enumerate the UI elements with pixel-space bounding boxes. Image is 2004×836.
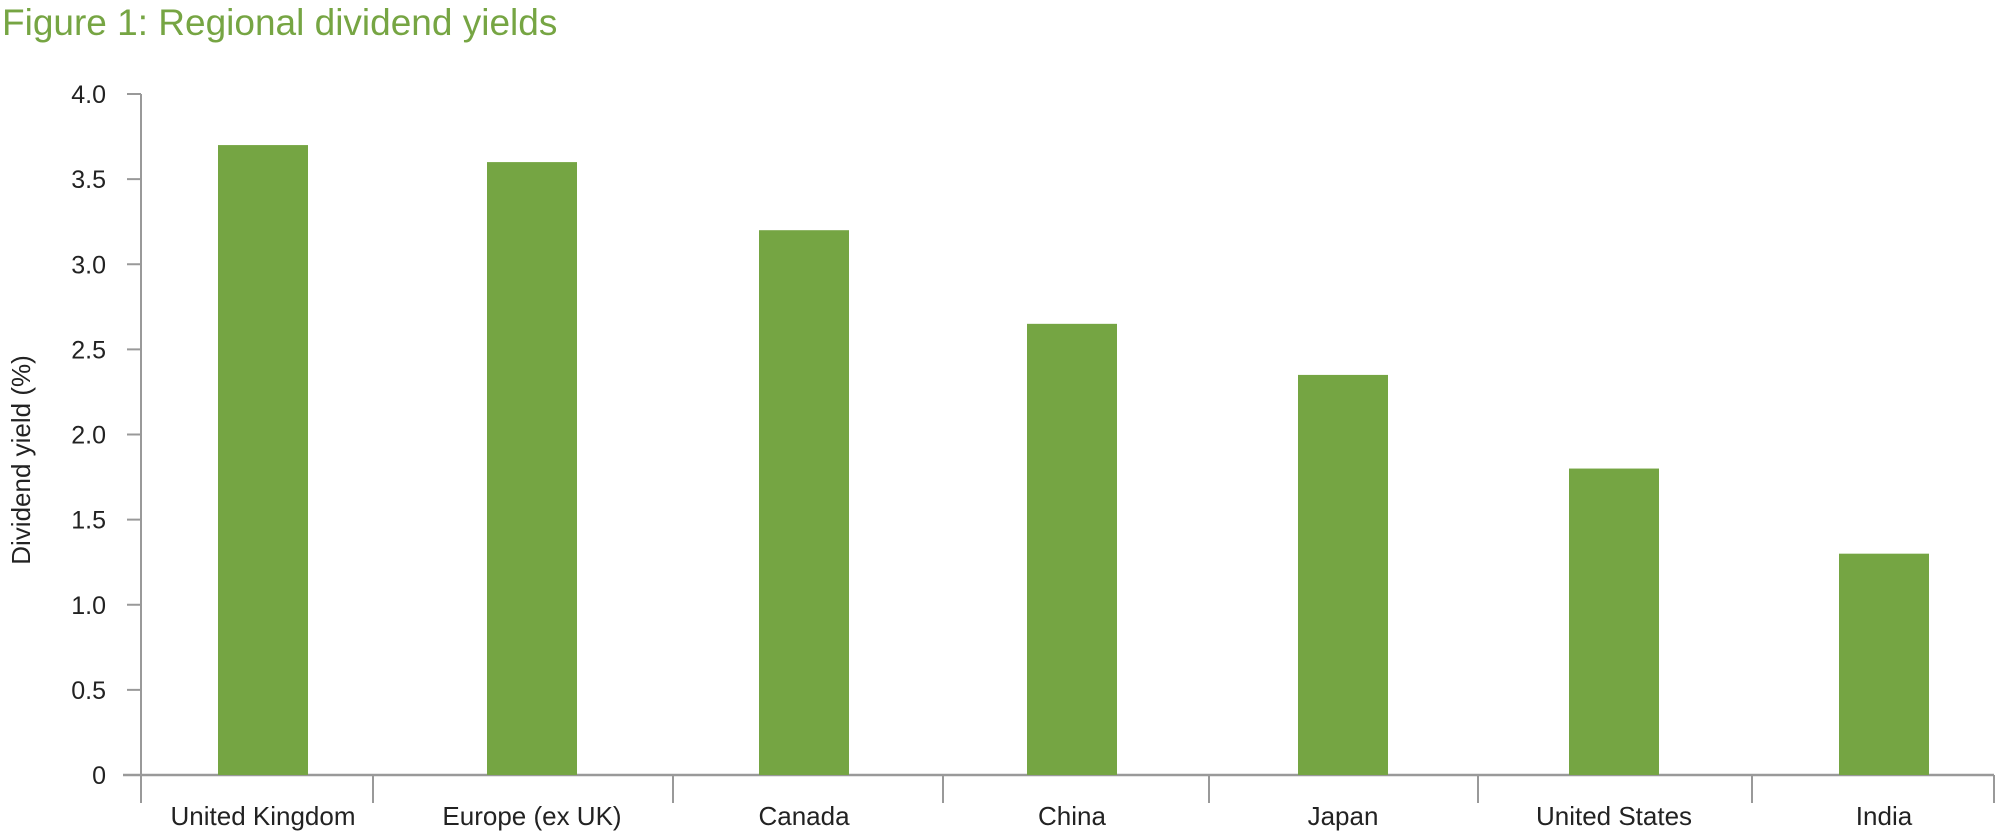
y-tick-label: 0 bbox=[92, 762, 106, 790]
y-tick-label: 3.5 bbox=[71, 166, 106, 194]
bar-canada bbox=[759, 230, 849, 775]
y-tick-label: 1.5 bbox=[71, 507, 106, 535]
y-tick-label: 3.0 bbox=[71, 251, 106, 279]
bar-china bbox=[1027, 323, 1117, 775]
x-tick-label: India bbox=[1856, 801, 1913, 831]
y-tick-label: 0.5 bbox=[71, 677, 106, 705]
bar-united-kingdom bbox=[218, 145, 308, 775]
x-tick-label: United States bbox=[1536, 801, 1692, 831]
y-tick-label: 4.0 bbox=[71, 81, 106, 109]
y-axis-label: Dividend yield (%) bbox=[6, 355, 36, 565]
x-tick-label: United Kingdom bbox=[171, 801, 356, 831]
x-tick-label: Japan bbox=[1308, 801, 1379, 831]
y-tick-label: 2.5 bbox=[71, 336, 106, 364]
x-tick-label: China bbox=[1038, 801, 1106, 831]
y-tick-label: 2.0 bbox=[71, 422, 106, 450]
chart-title: Figure 1: Regional dividend yields bbox=[2, 2, 558, 43]
x-tick-label: Canada bbox=[758, 801, 850, 831]
bar-india bbox=[1839, 553, 1929, 775]
x-tick-label: Europe (ex UK) bbox=[442, 801, 621, 831]
bar-japan bbox=[1298, 374, 1388, 775]
y-tick-label: 1.0 bbox=[71, 592, 106, 620]
bar-united-states bbox=[1569, 468, 1659, 775]
bar-europe-ex-uk bbox=[487, 162, 577, 776]
